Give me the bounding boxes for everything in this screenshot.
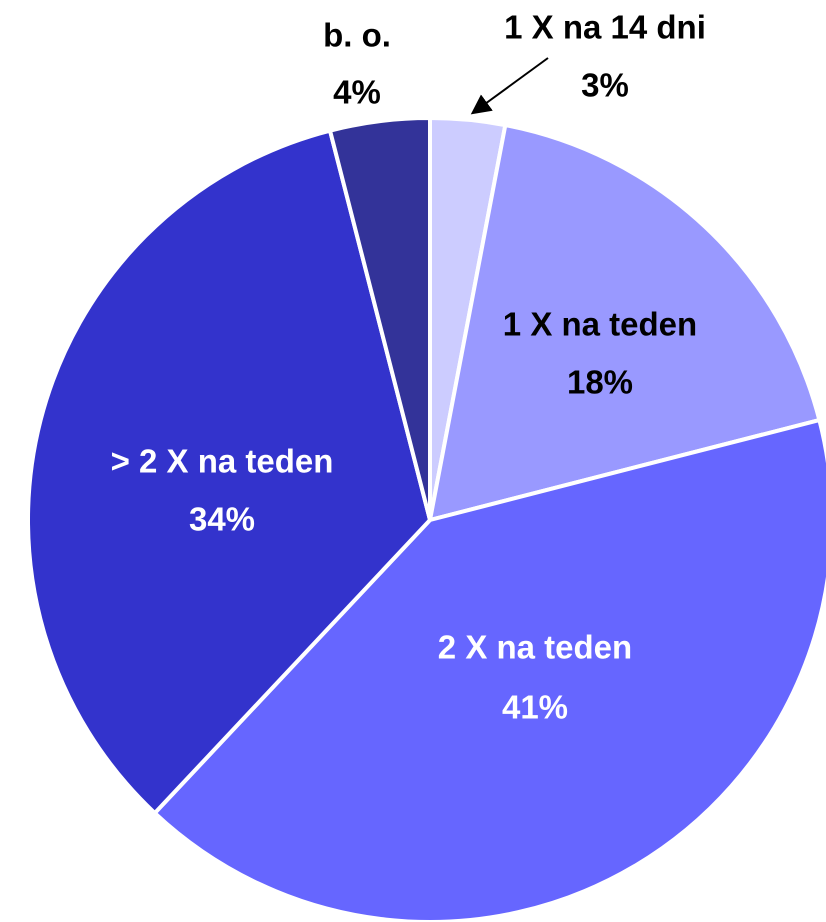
pie xyxy=(26,115,826,922)
slice-value-label: 18% xyxy=(567,364,633,401)
slice-category-label: 2 X na teden xyxy=(438,629,632,666)
pie-slice xyxy=(427,122,822,523)
slice-value-label: 4% xyxy=(333,74,381,111)
slice-category-label: 1 X na 14 dni xyxy=(504,9,706,46)
slice-category-label: b. o. xyxy=(323,17,391,54)
slice-value-label: 41% xyxy=(502,689,568,726)
pie-slice xyxy=(151,417,826,922)
pie-slice xyxy=(26,128,433,816)
slice-value-label: 34% xyxy=(189,501,255,538)
slice-value-label: 3% xyxy=(581,67,629,104)
slice-category-label: 1 X na teden xyxy=(503,306,697,343)
label-arrow xyxy=(470,57,549,115)
pie-slice xyxy=(327,115,432,521)
slice-category-label: > 2 X na teden xyxy=(111,443,334,480)
